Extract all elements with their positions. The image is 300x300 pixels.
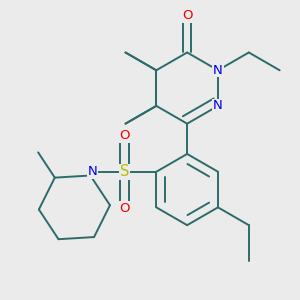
Text: N: N — [213, 64, 223, 77]
Text: O: O — [119, 129, 130, 142]
Text: O: O — [182, 9, 192, 22]
Text: N: N — [87, 165, 97, 178]
Text: S: S — [120, 164, 129, 179]
Text: N: N — [213, 99, 223, 112]
Text: O: O — [119, 202, 130, 214]
